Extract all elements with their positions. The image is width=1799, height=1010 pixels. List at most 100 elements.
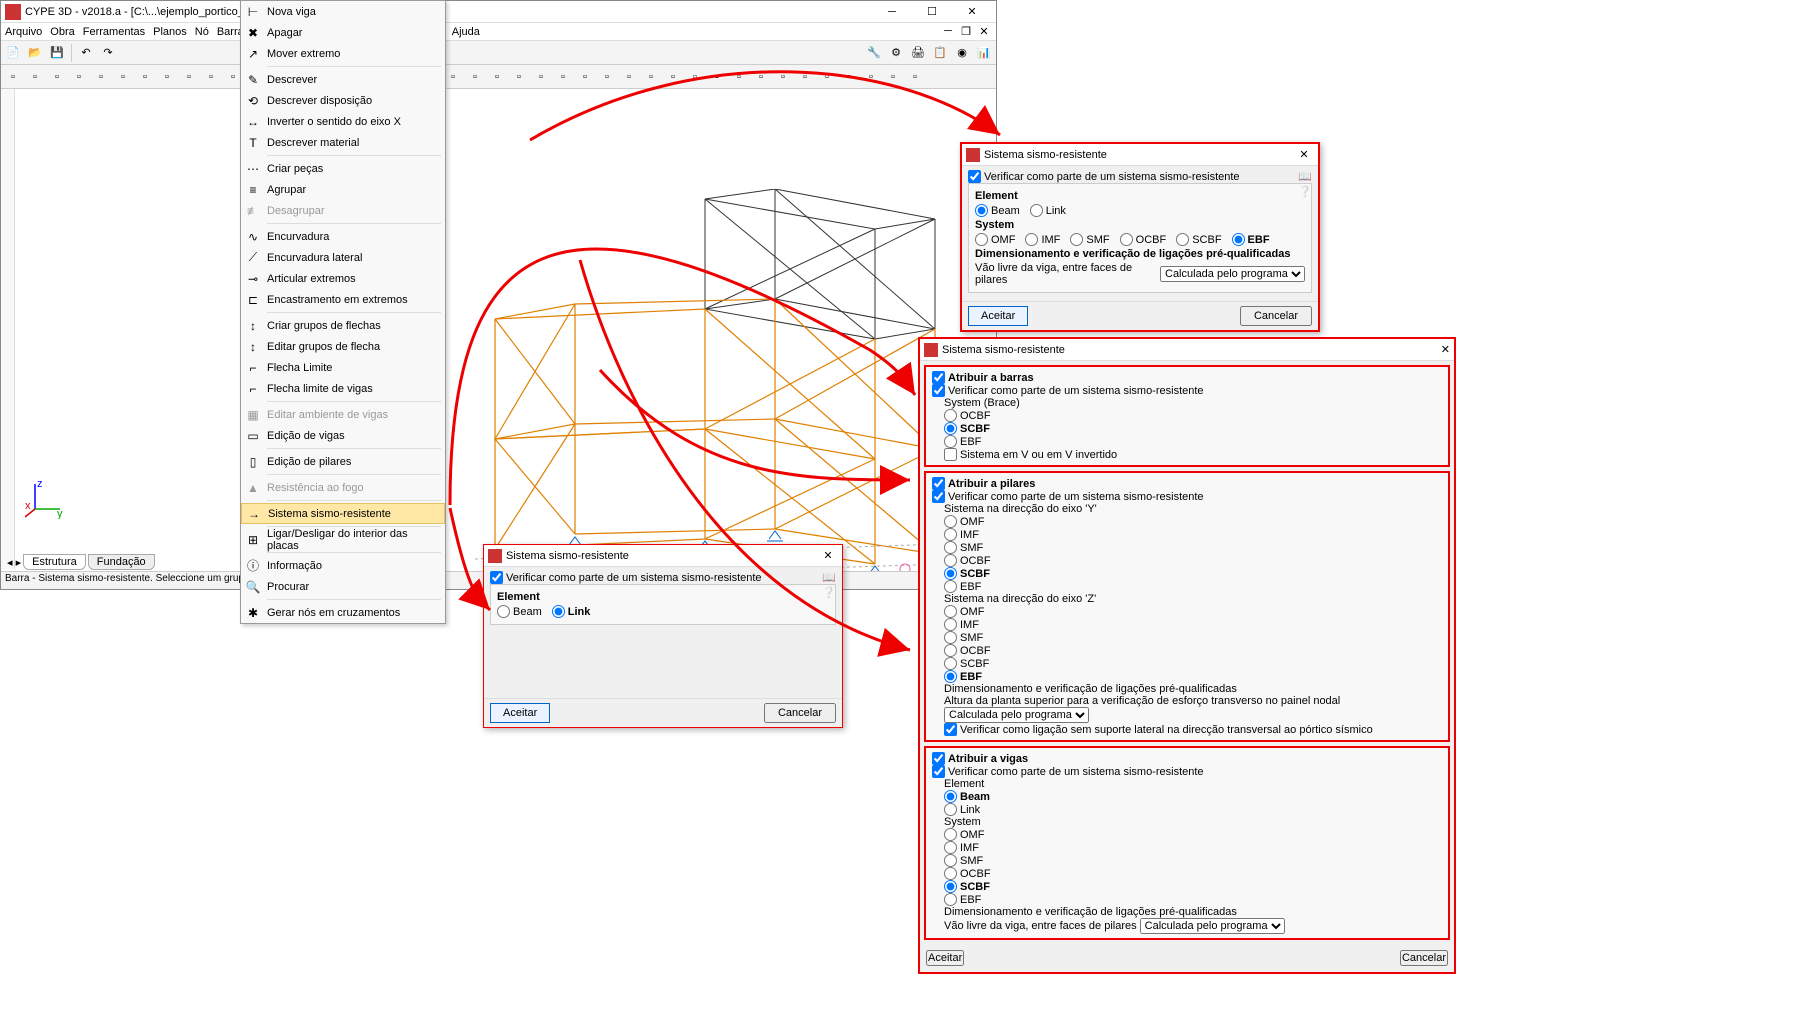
- dlg2-aceitar[interactable]: Aceitar: [490, 703, 550, 723]
- chk-barras[interactable]: Atribuir a barras: [932, 371, 1442, 384]
- menu-item[interactable]: TDescrever material: [241, 132, 445, 153]
- menu-item[interactable]: ↗Mover extremo: [241, 43, 445, 64]
- s2z-imf[interactable]: IMF: [944, 618, 1442, 631]
- close-button[interactable]: ✕: [952, 2, 992, 22]
- tb2-29-icon[interactable]: ▫: [641, 67, 661, 87]
- menu-item[interactable]: ✎Descrever: [241, 69, 445, 90]
- menu-item[interactable]: ▭Edição de vigas: [241, 425, 445, 446]
- s3-beam[interactable]: Beam: [944, 790, 1442, 803]
- tb2-27-icon[interactable]: ▫: [597, 67, 617, 87]
- radio-imf[interactable]: IMF: [1025, 233, 1060, 246]
- radio-scbf[interactable]: SCBF: [1176, 233, 1221, 246]
- s2y-ebf[interactable]: EBF: [944, 580, 1442, 593]
- chk-vigas[interactable]: Atribuir a vigas: [932, 752, 1442, 765]
- tb2-30-icon[interactable]: ▫: [663, 67, 683, 87]
- s2-select[interactable]: Calculada pelo programa: [944, 707, 1089, 723]
- tb2-2-icon[interactable]: ▫: [47, 67, 67, 87]
- s2y-imf[interactable]: IMF: [944, 528, 1442, 541]
- minimize-button[interactable]: ─: [872, 2, 912, 22]
- menu-item[interactable]: ⊢Nova viga: [241, 1, 445, 22]
- s1-scbf[interactable]: SCBF: [944, 422, 1442, 435]
- menu-item[interactable]: ⌐Flecha limite de vigas: [241, 378, 445, 399]
- tb-r4-icon[interactable]: 📋: [930, 43, 950, 63]
- tb2-36-icon[interactable]: ▫: [795, 67, 815, 87]
- dlg1-cancelar[interactable]: Cancelar: [1240, 306, 1312, 326]
- s1-vinv[interactable]: Sistema em V ou em V invertido: [944, 448, 1442, 461]
- radio-ocbf[interactable]: OCBF: [1120, 233, 1167, 246]
- select-calc[interactable]: Calculada pelo programa: [1160, 266, 1305, 282]
- tb2-38-icon[interactable]: ▫: [839, 67, 859, 87]
- radio-beam[interactable]: Beam: [975, 204, 1020, 217]
- tb-r3-icon[interactable]: 🖨: [908, 43, 928, 63]
- s3-ebf[interactable]: EBF: [944, 893, 1442, 906]
- canvas[interactable]: [15, 89, 996, 569]
- tb-r6-icon[interactable]: 📊: [974, 43, 994, 63]
- tb-redo-icon[interactable]: ↷: [98, 43, 118, 63]
- tb2-23-icon[interactable]: ▫: [509, 67, 529, 87]
- chk-pilares[interactable]: Atribuir a pilares: [932, 477, 1442, 490]
- tb2-24-icon[interactable]: ▫: [531, 67, 551, 87]
- menu-item[interactable]: ⓘInformação: [241, 555, 445, 576]
- tb2-32-icon[interactable]: ▫: [707, 67, 727, 87]
- menu-ferramentas[interactable]: Ferramentas: [83, 26, 145, 38]
- s2z-scbf[interactable]: SCBF: [944, 657, 1442, 670]
- tb2-3-icon[interactable]: ▫: [69, 67, 89, 87]
- s2-lig[interactable]: Verificar como ligação sem suporte later…: [944, 723, 1442, 736]
- radio-beam2[interactable]: Beam: [497, 605, 542, 618]
- s2y-smf[interactable]: SMF: [944, 541, 1442, 554]
- dlg2-cancelar[interactable]: Cancelar: [764, 703, 836, 723]
- tb2-41-icon[interactable]: ▫: [905, 67, 925, 87]
- big-aceitar[interactable]: Aceitar: [926, 950, 964, 966]
- tb-r5-icon[interactable]: ◉: [952, 43, 972, 63]
- menu-item[interactable]: ⋯Criar peças: [241, 158, 445, 179]
- radio-link2[interactable]: Link: [552, 605, 591, 618]
- menu-ajuda[interactable]: Ajuda: [452, 26, 480, 38]
- menu-item[interactable]: ↕Criar grupos de flechas: [241, 315, 445, 336]
- tb-save-icon[interactable]: 💾: [47, 43, 67, 63]
- s2y-omf[interactable]: OMF: [944, 515, 1442, 528]
- menu-item[interactable]: ⊞Ligar/Desligar do interior das placas: [241, 529, 445, 550]
- s3-omf[interactable]: OMF: [944, 828, 1442, 841]
- tb2-22-icon[interactable]: ▫: [487, 67, 507, 87]
- menu-item[interactable]: ⊏Encastramento em extremos: [241, 289, 445, 310]
- menu-item[interactable]: ⟋Encurvadura lateral: [241, 247, 445, 268]
- tb2-39-icon[interactable]: ▫: [861, 67, 881, 87]
- radio-omf[interactable]: OMF: [975, 233, 1015, 246]
- menu-item[interactable]: ⟲Descrever disposição: [241, 90, 445, 111]
- menu-item[interactable]: →Sistema sismo-resistente: [241, 503, 445, 524]
- tb2-37-icon[interactable]: ▫: [817, 67, 837, 87]
- menu-item[interactable]: ▯Edição de pilares: [241, 451, 445, 472]
- menu-no[interactable]: Nó: [195, 26, 209, 38]
- tb-r1-icon[interactable]: 🔧: [864, 43, 884, 63]
- menu-planos[interactable]: Planos: [153, 26, 187, 38]
- maximize-button[interactable]: ☐: [912, 2, 952, 22]
- s2z-ocbf[interactable]: OCBF: [944, 644, 1442, 657]
- radio-link[interactable]: Link: [1030, 204, 1066, 217]
- tb2-35-icon[interactable]: ▫: [773, 67, 793, 87]
- dlg1-close-icon[interactable]: ✕: [1294, 148, 1314, 161]
- tb2-6-icon[interactable]: ▫: [135, 67, 155, 87]
- menu-item[interactable]: ↕Editar grupos de flecha: [241, 336, 445, 357]
- tb2-9-icon[interactable]: ▫: [201, 67, 221, 87]
- tb2-31-icon[interactable]: ▫: [685, 67, 705, 87]
- help-icon[interactable]: ❔: [1298, 185, 1312, 198]
- dlg1-verify[interactable]: Verificar como parte de um sistema sismo…: [968, 170, 1312, 183]
- dlg2-verify[interactable]: Verificar como parte de um sistema sismo…: [490, 571, 836, 584]
- tb2-40-icon[interactable]: ▫: [883, 67, 903, 87]
- s3-verify[interactable]: Verificar como parte de um sistema sismo…: [932, 765, 1442, 778]
- mdi-restore-icon[interactable]: ❐: [958, 25, 974, 38]
- book-icon[interactable]: 📖: [1298, 170, 1312, 183]
- dlg1-aceitar[interactable]: Aceitar: [968, 306, 1028, 326]
- tb-open-icon[interactable]: 📂: [25, 43, 45, 63]
- tb2-21-icon[interactable]: ▫: [465, 67, 485, 87]
- s2z-ebf[interactable]: EBF: [944, 670, 1442, 683]
- mdi-min-icon[interactable]: ─: [940, 25, 956, 38]
- tb2-8-icon[interactable]: ▫: [179, 67, 199, 87]
- menu-item[interactable]: ∿Encurvadura: [241, 226, 445, 247]
- s1-verify[interactable]: Verificar como parte de um sistema sismo…: [932, 384, 1442, 397]
- tb2-1-icon[interactable]: ▫: [25, 67, 45, 87]
- dlg2-close-icon[interactable]: ✕: [818, 549, 838, 562]
- tb2-33-icon[interactable]: ▫: [729, 67, 749, 87]
- radio-ebf[interactable]: EBF: [1232, 233, 1270, 246]
- tb2-5-icon[interactable]: ▫: [113, 67, 133, 87]
